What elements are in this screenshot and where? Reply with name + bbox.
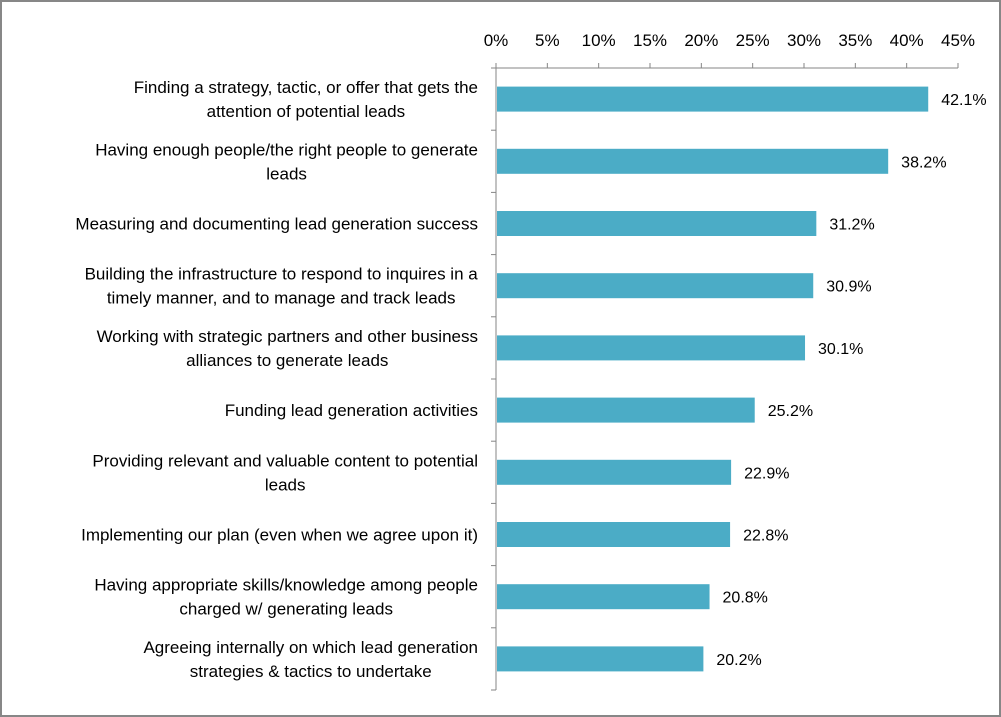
bar xyxy=(497,522,731,547)
category-label: Agreeing internally on which lead genera… xyxy=(143,638,478,681)
category-label: Funding lead generation activities xyxy=(225,401,478,420)
category-label: Working with strategic partners and othe… xyxy=(97,327,478,370)
data-label: 31.2% xyxy=(829,217,874,234)
category-label: Providing relevant and valuable content … xyxy=(92,451,478,494)
bar xyxy=(497,397,755,423)
x-tick-label: 5% xyxy=(535,31,560,50)
category-label: Measuring and documenting lead generatio… xyxy=(75,215,478,234)
data-labels: 42.1% 38.2% 31.2% 30.9% 30.1% 25.2% 22.9% 22.8%… xyxy=(716,92,986,669)
bar xyxy=(497,335,806,361)
category-label: Finding a strategy, tactic, or offer tha… xyxy=(134,78,478,121)
bar xyxy=(497,646,704,672)
category-label: Implementing our plan (even when we agre… xyxy=(81,526,478,545)
bar xyxy=(497,148,889,174)
x-tick-label: 45% xyxy=(941,31,975,50)
data-label: 22.8% xyxy=(743,528,788,545)
data-label: 22.9% xyxy=(744,465,789,482)
category-label: Building the infrastructure to respond t… xyxy=(85,265,479,308)
x-axis: 0% 5% 10% 15% 20% 25% 30% 35% 40% 45% xyxy=(484,31,975,69)
x-tick-label: 30% xyxy=(787,31,821,50)
category-label: Having appropriate skills/knowledge amon… xyxy=(94,576,478,619)
data-label: 20.2% xyxy=(716,652,761,669)
data-label: 42.1% xyxy=(941,92,986,109)
bar xyxy=(497,211,817,236)
data-label: 25.2% xyxy=(768,403,813,420)
bars xyxy=(497,86,929,672)
category-label: Having enough people/the right people to… xyxy=(95,140,478,183)
x-tick-label: 0% xyxy=(484,31,509,50)
data-label: 30.1% xyxy=(818,341,863,358)
data-label: 38.2% xyxy=(901,154,946,171)
x-tick-label: 20% xyxy=(684,31,718,50)
x-tick-label: 15% xyxy=(633,31,667,50)
y-axis xyxy=(491,67,497,691)
bar xyxy=(497,584,710,610)
category-labels: Finding a strategy, tactic, or offer tha… xyxy=(75,78,478,681)
bar xyxy=(497,273,814,299)
x-tick-label: 10% xyxy=(582,31,616,50)
data-label: 30.9% xyxy=(826,279,871,296)
x-tick-label: 25% xyxy=(736,31,770,50)
data-label: 20.8% xyxy=(723,590,768,607)
x-tick-label: 40% xyxy=(890,31,924,50)
x-tick-label: 35% xyxy=(838,31,872,50)
bar xyxy=(497,86,929,112)
bar xyxy=(497,459,732,485)
